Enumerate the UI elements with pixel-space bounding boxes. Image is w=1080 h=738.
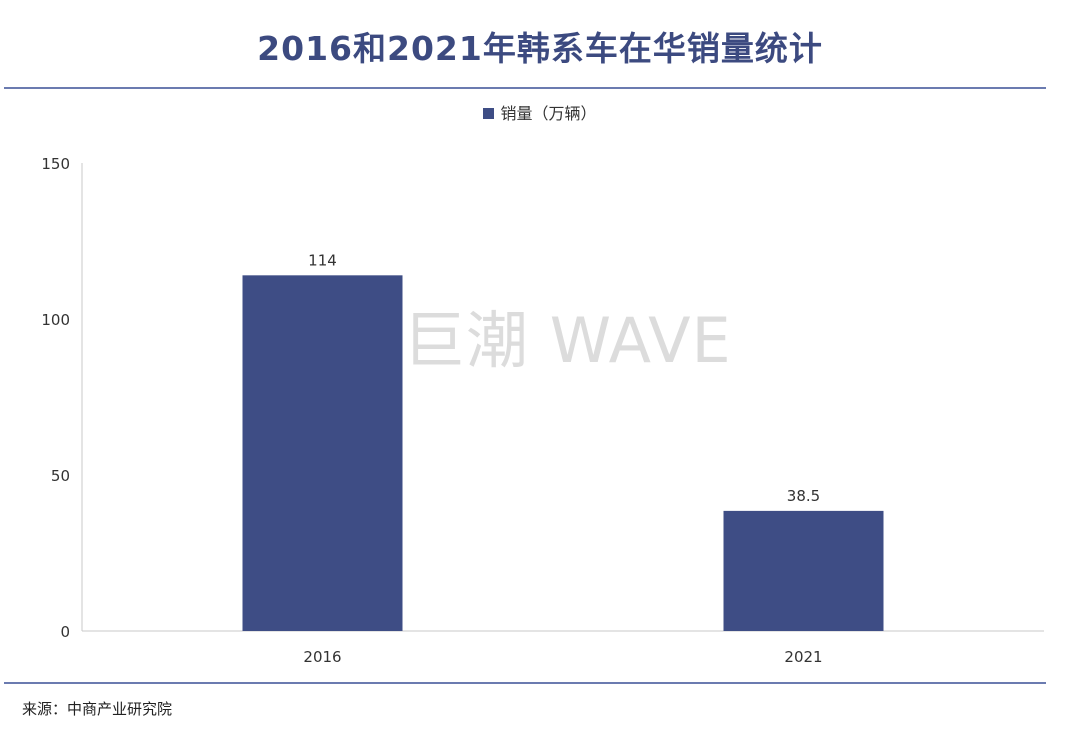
legend-swatch: [483, 108, 495, 119]
data-label: 38.5: [787, 487, 820, 505]
y-tick-label: 100: [41, 311, 70, 329]
x-tick-label: 2016: [303, 648, 341, 666]
y-tick-label: 50: [51, 467, 70, 485]
watermark-text: 巨潮 WAVE: [403, 304, 732, 377]
chart-title: 2016和2021年韩系车在华销量统计: [257, 29, 823, 68]
x-tick-label: 2021: [784, 648, 822, 666]
title-divider: [4, 87, 1046, 89]
watermark: 巨潮 WAVE: [403, 290, 732, 380]
footer-divider: [4, 682, 1046, 684]
y-tick-label: 150: [41, 155, 70, 173]
bar: [242, 275, 403, 631]
source-note: 来源：中商产业研究院: [22, 700, 173, 718]
legend-label: 销量（万辆）: [500, 104, 597, 123]
y-tick-label: 0: [60, 623, 70, 641]
data-label: 114: [308, 251, 337, 269]
legend: 销量（万辆）: [0, 100, 1080, 124]
bar: [723, 510, 884, 631]
